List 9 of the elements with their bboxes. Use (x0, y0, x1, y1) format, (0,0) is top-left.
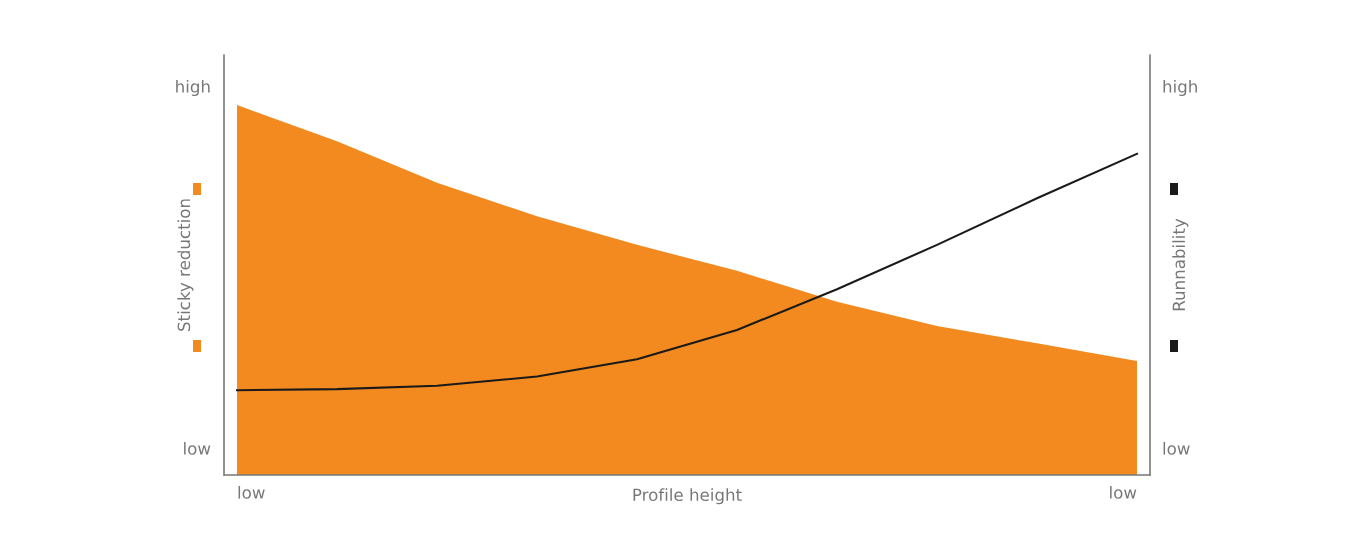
text: low (1163, 441, 1190, 455)
text: low (184, 441, 211, 455)
y2-axis-title: Runnability (1172, 218, 1189, 311)
x-axis-title: Profile height (633, 488, 742, 505)
y-axis-title: Sticky reduction (177, 199, 194, 331)
text: low (238, 485, 265, 499)
text: low (1110, 485, 1137, 499)
text: high (1163, 79, 1197, 97)
text: high (176, 79, 210, 97)
